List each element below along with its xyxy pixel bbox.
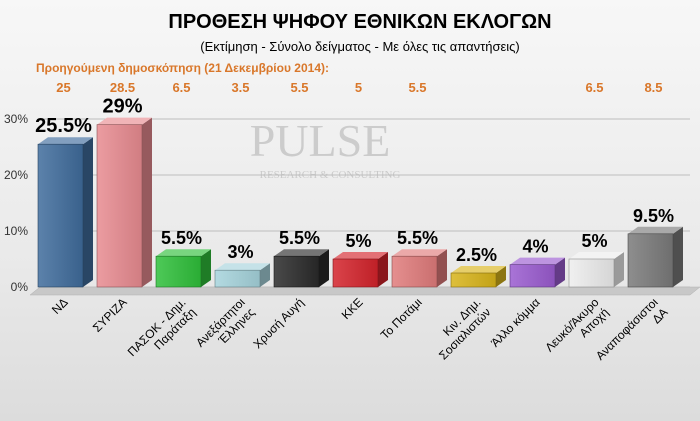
bar-top: [392, 249, 447, 257]
bar: [96, 117, 152, 288]
watermark: PULSE RESEARCH & CONSULTING: [250, 115, 401, 181]
watermark-text: PULSE: [250, 115, 391, 166]
previous-value-label: 6.5: [172, 80, 190, 95]
category-label: Κιν. Δημ.Σοσιαλιστών: [426, 295, 493, 362]
previous-value-label: 5.5: [408, 80, 426, 95]
chart-floor: [29, 286, 700, 296]
value-label: 5.5%: [161, 228, 202, 248]
category-label: ΑνεξάρτητοιΈλληνες: [193, 295, 258, 360]
bar-front: [509, 264, 556, 288]
value-label: 25.5%: [35, 115, 92, 137]
value-labels-layer: 25.5% 29% 5.5% 3% 5.5% 5% 5.5% 2.5% 4% 5% 9.5%: [35, 96, 674, 265]
previous-value-label: 8.5: [644, 80, 662, 95]
bar: [391, 249, 447, 288]
bar-side: [201, 249, 211, 287]
bar: [155, 249, 211, 288]
bar-side: [673, 226, 683, 287]
bar-front: [450, 272, 497, 288]
bar-top: [38, 137, 93, 145]
category-label-line: ΚΚΕ: [339, 295, 366, 322]
bar-top: [510, 257, 565, 265]
previous-value-label: 5.5: [290, 80, 308, 95]
bar: [273, 249, 329, 288]
bar-side: [378, 252, 388, 287]
bar-side: [614, 252, 624, 287]
bar-front: [332, 258, 379, 288]
value-label: 4%: [522, 237, 548, 257]
y-tick-label: 30%: [4, 112, 28, 126]
previous-value-label: 5: [355, 80, 362, 95]
bar-front: [627, 233, 674, 288]
previous-values-layer: 25 28.5 6.5 3.5 5.5 5 5.5 6.5 8.5: [56, 80, 662, 95]
value-label: 9.5%: [633, 206, 674, 226]
bar-side: [260, 263, 270, 287]
bar: [627, 226, 683, 288]
category-label-line: ΝΔ: [49, 295, 71, 317]
previous-value-label: 3.5: [231, 80, 249, 95]
previous-value-label: 25: [56, 80, 70, 95]
bar-front: [37, 143, 84, 288]
bar-front: [273, 255, 320, 288]
grid-layer: 0% 10% 20% 30%: [4, 112, 700, 296]
bar: [332, 252, 388, 288]
category-label: Άλλο κόμμα: [488, 295, 543, 350]
bar-front: [96, 124, 143, 288]
category-label: ΣΥΡΙΖΑ: [90, 295, 130, 335]
bar-side: [437, 249, 447, 287]
bar-top: [156, 249, 211, 257]
bar-front: [155, 255, 202, 288]
category-label-line: Χρυσή Αυγή: [250, 295, 306, 351]
value-label: 5.5%: [397, 228, 438, 248]
bar-top: [97, 117, 152, 125]
bar-side: [142, 117, 152, 287]
bar: [450, 266, 506, 288]
chart-subtitle: (Εκτίμηση - Σύνολο δείγματος - Με όλες τ…: [200, 39, 520, 54]
category-label: Χρυσή Αυγή: [250, 295, 306, 351]
category-label: ΚΚΕ: [339, 295, 366, 322]
category-label: ΠΑΣΟΚ - Δημ.Παράταξη: [125, 295, 199, 369]
bar-side: [83, 137, 93, 287]
y-tick-label: 10%: [4, 224, 28, 238]
bars-layer: [37, 117, 683, 288]
value-label: 29%: [102, 96, 142, 118]
y-tick-label: 20%: [4, 168, 28, 182]
bar-top: [215, 263, 270, 271]
bar-top: [274, 249, 329, 257]
chart-title: ΠΡΟΘΕΣΗ ΨΗΦΟΥ ΕΘΝΙΚΩΝ ΕΚΛΟΓΩΝ: [168, 11, 551, 33]
y-tick-label: 0%: [11, 280, 29, 294]
bar-front: [391, 255, 438, 288]
bar-side: [319, 249, 329, 287]
bar-top: [569, 252, 624, 259]
category-label-line: ΣΥΡΙΖΑ: [90, 295, 130, 335]
category-label: Το Ποτάμι: [378, 295, 425, 342]
previous-value-label: 28.5: [110, 80, 135, 95]
bar-top: [333, 252, 388, 259]
category-label-line: Το Ποτάμι: [378, 295, 425, 342]
bar: [37, 137, 93, 288]
previous-value-label: 6.5: [585, 80, 603, 95]
category-label-line: Άλλο κόμμα: [488, 295, 543, 350]
bar-top: [451, 266, 506, 273]
bar: [568, 252, 624, 288]
bar: [214, 263, 270, 288]
bar-side: [555, 257, 565, 287]
value-label: 5%: [581, 231, 607, 251]
category-label: ΝΔ: [49, 295, 71, 317]
bar-front: [568, 258, 615, 288]
value-label: 5%: [345, 231, 371, 251]
category-label-line: Αναποφάσιστοι: [593, 295, 661, 363]
value-label: 3%: [227, 242, 253, 262]
previous-poll-label: Προηγούμενη δημοσκόπηση (21 Δεκεμβρίου 2…: [36, 61, 329, 75]
value-label: 5.5%: [279, 228, 320, 248]
value-label: 2.5%: [456, 245, 497, 265]
bar: [509, 257, 565, 288]
category-label: ΑναποφάσιστοιΔΑ: [593, 295, 671, 373]
bar-top: [628, 226, 683, 234]
bar-front: [214, 269, 261, 288]
